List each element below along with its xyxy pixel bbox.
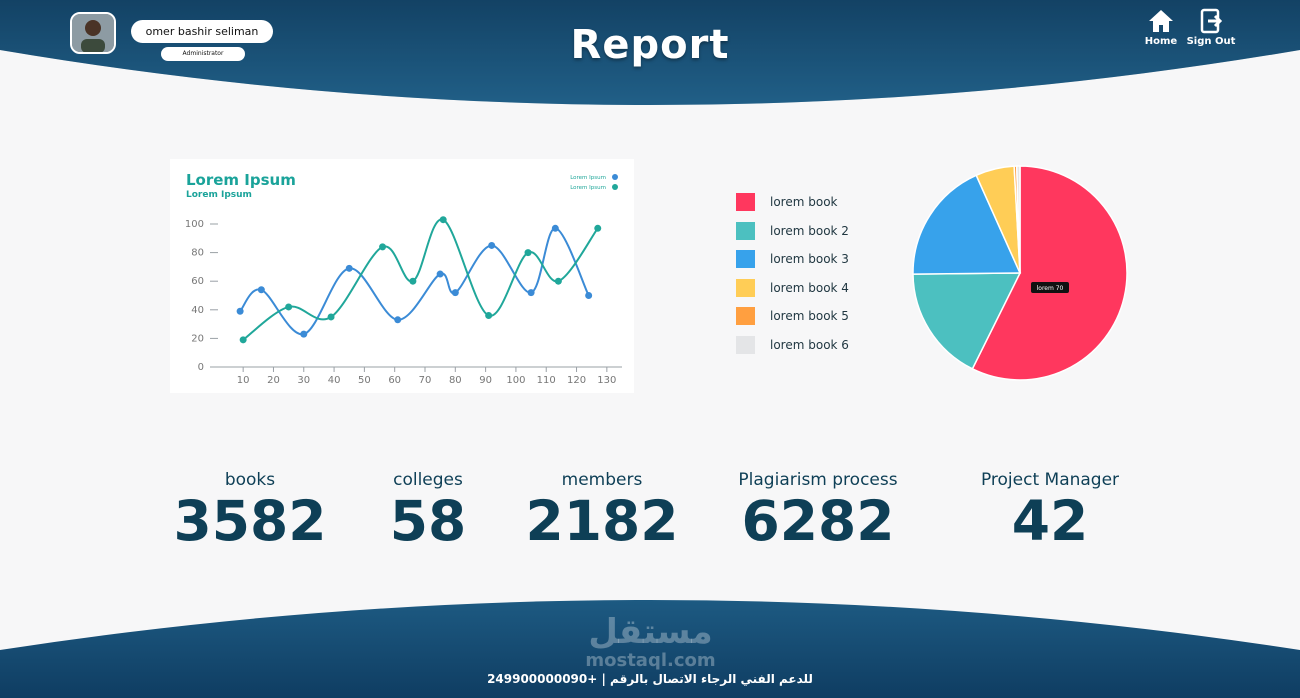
legend-swatch <box>736 193 755 211</box>
data-point <box>345 264 353 272</box>
legend-marker <box>612 184 618 190</box>
data-point <box>239 336 247 344</box>
x-tick-label: 30 <box>297 375 310 386</box>
data-point <box>594 224 602 232</box>
legend-swatch <box>736 221 755 240</box>
data-point <box>551 224 559 232</box>
footer-banner <box>0 600 1300 698</box>
data-point <box>451 289 459 297</box>
y-tick-label: 80 <box>191 248 204 259</box>
y-tick-label: 0 <box>198 362 204 373</box>
watermark-logo: مستقل mostaql.com <box>573 612 728 670</box>
y-tick-label: 60 <box>191 276 204 287</box>
x-tick-label: 70 <box>419 375 432 386</box>
x-tick-label: 40 <box>328 375 341 386</box>
header-banner <box>0 0 1300 105</box>
sign-out-icon <box>1200 8 1223 34</box>
data-point <box>257 286 265 294</box>
stat-plagiarism-process: Plagiarism process 6282 <box>718 470 918 551</box>
legend-swatch <box>736 250 755 268</box>
data-point <box>524 249 532 257</box>
legend-swatch <box>736 307 755 325</box>
avatar[interactable] <box>70 12 116 54</box>
stat-colleges: colleges 58 <box>358 470 498 551</box>
stat-value: 42 <box>1011 489 1089 553</box>
legend-marker <box>612 174 618 180</box>
stat-value: 6282 <box>741 489 895 553</box>
data-point <box>439 216 447 224</box>
watermark-arabic: مستقل <box>588 612 713 652</box>
chart-subtitle: Lorem Ipsum <box>186 190 252 200</box>
line-chart-card: Lorem Ipsum Lorem Ipsum 10 20 30 40 50 60 70 80… <box>170 159 634 393</box>
stat-value: 3582 <box>173 489 327 553</box>
stat-value: 58 <box>389 489 467 553</box>
legend-label: lorem book 6 <box>770 337 849 352</box>
home-icon <box>1149 10 1173 32</box>
legend-label: lorem book 4 <box>770 280 849 295</box>
pie-slice-2 <box>912 272 1022 370</box>
legend-swatch <box>736 278 755 297</box>
stat-value: 2182 <box>525 489 679 553</box>
data-point <box>285 303 293 311</box>
legend-label: Lorem Ipsum <box>570 175 606 181</box>
data-point <box>485 312 493 320</box>
home-button[interactable]: Home <box>1136 8 1186 47</box>
legend-label: Lorem Ipsum <box>570 185 606 191</box>
data-point <box>585 292 593 299</box>
sign-out-label: Sign Out <box>1186 36 1236 47</box>
pie-tooltip <box>1031 282 1069 293</box>
chart-title: Lorem Ipsum <box>186 171 296 189</box>
x-tick-label: 100 <box>506 375 525 386</box>
x-tick-label: 60 <box>388 375 401 386</box>
pie-tooltip-text: lorem 70 <box>1037 285 1064 292</box>
legend-label: lorem book 2 <box>770 223 849 238</box>
y-tick-label: 40 <box>191 305 204 316</box>
stat-label: Project Manager <box>980 470 1120 490</box>
user-name: omer bashir seliman <box>131 20 273 43</box>
line-chart: 10 20 30 40 50 60 70 80 90 100 110 120 130 0 20 40 60 80 1… <box>185 174 622 386</box>
y-tick-label: 100 <box>185 219 204 230</box>
data-point <box>488 241 496 249</box>
data-point <box>236 307 244 315</box>
stat-books: books 3582 <box>170 470 330 551</box>
pie-slice-3 <box>912 174 1022 275</box>
x-tick-label: 50 <box>358 375 371 386</box>
legend-label: lorem book 3 <box>770 252 849 266</box>
data-point <box>379 243 387 251</box>
page-title: Report <box>570 22 730 68</box>
stat-label: books <box>224 470 276 490</box>
stat-project-manager: Project Manager 42 <box>960 470 1140 551</box>
user-role: Administrator <box>161 47 245 61</box>
home-label: Home <box>1144 36 1178 47</box>
legend-label: lorem book 5 <box>770 309 849 323</box>
data-point <box>554 277 562 285</box>
x-tick-label: 120 <box>567 375 586 386</box>
legend-swatch <box>736 335 755 354</box>
data-point <box>527 289 535 297</box>
support-contact-text: للدعم الفني الرجاء الاتصال بالرقم | +249… <box>487 672 813 686</box>
pie-chart: lorem 70 <box>912 165 1128 381</box>
x-tick-label: 110 <box>537 375 556 386</box>
x-tick-label: 90 <box>479 375 492 386</box>
watermark-english: mostaql.com <box>585 650 716 671</box>
x-tick-label: 20 <box>267 375 280 386</box>
stat-label: colleges <box>393 470 463 490</box>
stat-label: members <box>561 470 643 490</box>
stat-members: members 2182 <box>522 470 682 551</box>
data-point <box>300 330 308 338</box>
pie-slice-6 <box>1015 165 1021 274</box>
sign-out-button[interactable]: Sign Out <box>1186 8 1236 47</box>
data-point <box>409 277 417 285</box>
pie-slice-1 <box>971 165 1128 381</box>
stat-label: Plagiarism process <box>738 470 898 490</box>
series-line-2 <box>242 218 599 341</box>
y-tick-label: 20 <box>191 333 204 344</box>
data-point <box>436 270 444 278</box>
legend-label: lorem book <box>770 195 838 209</box>
data-point <box>327 313 335 321</box>
x-tick-label: 130 <box>597 375 616 386</box>
x-tick-label: 80 <box>449 375 462 386</box>
data-point <box>394 316 402 324</box>
x-tick-label: 10 <box>237 375 250 386</box>
